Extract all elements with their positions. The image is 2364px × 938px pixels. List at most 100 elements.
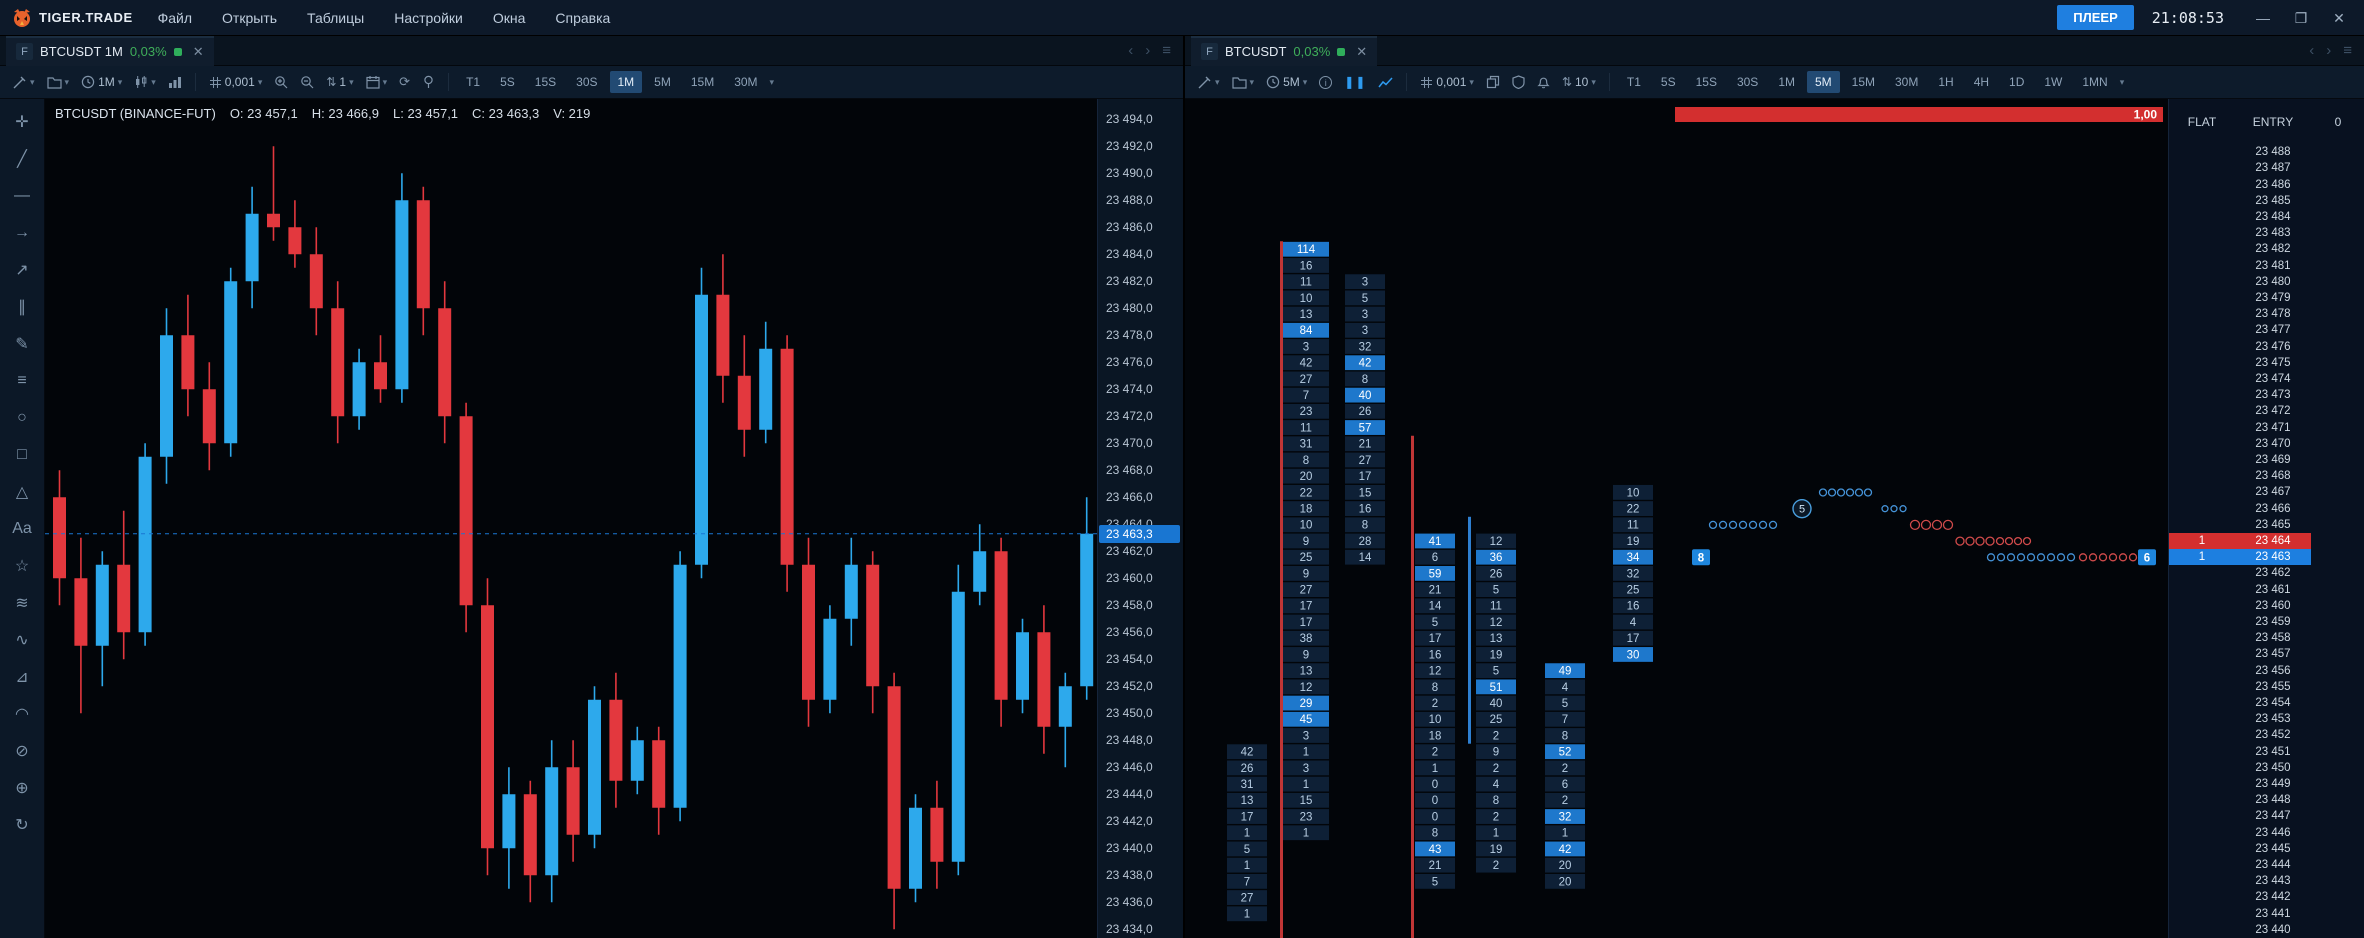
tabs-scroll-left-icon[interactable]: ‹	[1128, 42, 1134, 59]
ladder-row[interactable]: 23 446	[2169, 825, 2364, 841]
left-chart-tab[interactable]: F BTCUSDT 1M 0,03% ✕	[6, 35, 214, 66]
ladder-price-cell[interactable]: 23 475	[2255, 356, 2291, 369]
right-chart-tab[interactable]: F BTCUSDT 0,03% ✕	[1191, 35, 1378, 66]
timeframe-30s[interactable]: 30S	[1736, 75, 1759, 89]
ladder-size-cell[interactable]	[2169, 468, 2235, 484]
ladder-price-cell[interactable]: 23 458	[2255, 632, 2291, 645]
footprint-chart-area[interactable]: 42 26 31 13 17 1 5 1 7 27 1 114 16 11 10 13 84 3 42 27 7 23 11…	[1185, 99, 2168, 938]
ladder-qty-cell[interactable]	[2311, 290, 2364, 306]
ladder-qty-cell[interactable]	[2311, 792, 2364, 808]
ladder-price-cell[interactable]: 23 456	[2255, 664, 2291, 677]
timeframe-15s[interactable]: 15S	[534, 75, 557, 89]
ladder-size-cell[interactable]	[2169, 581, 2235, 597]
chart-settings-icon[interactable]: ▾	[8, 73, 39, 92]
ladder-size-cell[interactable]	[2169, 517, 2235, 533]
ladder-row[interactable]: 23 452	[2169, 727, 2364, 743]
ladder-price-cell[interactable]: 23 477	[2255, 324, 2291, 337]
ladder-price-cell[interactable]: 23 481	[2255, 259, 2291, 272]
menu-item-4[interactable]: Настройки	[394, 9, 463, 26]
timeframe-15m[interactable]: 15M	[1851, 75, 1875, 89]
ladder-size-cell[interactable]	[2169, 452, 2235, 468]
ladder-price-cell[interactable]: 23 461	[2255, 583, 2291, 596]
ladder-row[interactable]: 1 23 463	[2169, 549, 2364, 566]
ellipse-tool-icon[interactable]: ○	[17, 408, 27, 426]
ladder-size-cell[interactable]	[2169, 338, 2235, 354]
ladder-size-cell[interactable]	[2169, 176, 2235, 192]
ladder-size-cell[interactable]	[2169, 906, 2235, 922]
ladder-price-cell[interactable]: 23 483	[2255, 227, 2291, 240]
sort-filter-icon[interactable]: ⇅ 10 ▾	[1561, 75, 1596, 89]
timeframe-30s[interactable]: 30S	[576, 75, 598, 89]
ladder-price-cell[interactable]: 23 440	[2255, 923, 2291, 936]
timeframe-1h[interactable]: 1H	[1938, 75, 1954, 89]
timeframe-1w[interactable]: 1W	[2044, 75, 2063, 89]
ladder-price-cell[interactable]: 23 455	[2255, 680, 2291, 693]
tabs-scroll-right-icon[interactable]: ›	[1145, 42, 1151, 59]
ladder-row[interactable]: 23 471	[2169, 419, 2364, 435]
ladder-price-cell[interactable]: 23 463	[2235, 549, 2311, 566]
ladder-size-cell[interactable]	[2169, 209, 2235, 225]
ladder-qty-cell[interactable]	[2311, 630, 2364, 646]
alerts-bell-icon[interactable]	[1533, 73, 1554, 91]
ladder-row[interactable]: 23 457	[2169, 646, 2364, 662]
ladder-qty-cell[interactable]	[2311, 517, 2364, 533]
menu-item-1[interactable]: Файл	[157, 9, 193, 26]
ladder-qty-cell[interactable]	[2311, 841, 2364, 857]
dom-entry-button[interactable]: ENTRY	[2252, 114, 2294, 129]
ladder-row[interactable]: 23 467	[2169, 484, 2364, 500]
ladder-price-cell[interactable]: 23 488	[2255, 146, 2291, 159]
ladder-row[interactable]: 23 470	[2169, 436, 2364, 452]
timeframe-t1[interactable]: T1	[1626, 75, 1641, 89]
ladder-size-cell[interactable]	[2169, 274, 2235, 290]
star-tool-icon[interactable]: ☆	[14, 557, 30, 575]
ladder-price-cell[interactable]: 23 466	[2255, 502, 2291, 515]
info-icon[interactable]: i	[1315, 74, 1336, 91]
ladder-qty-cell[interactable]	[2311, 760, 2364, 776]
ladder-price-cell[interactable]: 23 443	[2255, 875, 2291, 888]
ladder-price-cell[interactable]: 23 480	[2255, 275, 2291, 288]
chart-settings-icon[interactable]: ▾	[1193, 73, 1224, 92]
timeframe-15s[interactable]: 15S	[1695, 75, 1717, 89]
ladder-size-cell[interactable]	[2169, 355, 2235, 371]
wave-tool-icon[interactable]: ∿	[15, 631, 29, 649]
ladder-price-cell[interactable]: 23 470	[2255, 437, 2291, 450]
ladder-size-cell[interactable]	[2169, 306, 2235, 322]
ladder-row[interactable]: 23 450	[2169, 760, 2364, 776]
ladder-price-cell[interactable]: 23 447	[2255, 810, 2291, 823]
ladder-row[interactable]: 23 443	[2169, 873, 2364, 889]
ladder-size-cell[interactable]	[2169, 922, 2235, 938]
ladder-price-cell[interactable]: 23 450	[2255, 761, 2291, 774]
ladder-price-cell[interactable]: 23 460	[2255, 599, 2291, 612]
ladder-size-cell[interactable]	[2169, 695, 2235, 711]
tabs-list-icon[interactable]: ≡	[1162, 42, 1171, 59]
ladder-size-cell[interactable]	[2169, 225, 2235, 241]
ladder-size-cell[interactable]	[2169, 322, 2235, 338]
ladder-size-cell[interactable]	[2169, 630, 2235, 646]
menu-item-6[interactable]: Справка	[555, 9, 611, 26]
ladder-size-cell[interactable]	[2169, 873, 2235, 889]
ladder-size-cell[interactable]	[2169, 679, 2235, 695]
ladder-qty-cell[interactable]	[2311, 468, 2364, 484]
fib-levels-icon[interactable]: ≡	[17, 371, 27, 389]
ladder-row[interactable]: 23 465	[2169, 517, 2364, 533]
ladder-qty-cell[interactable]	[2311, 598, 2364, 614]
ladder-qty-cell[interactable]	[2311, 322, 2364, 338]
ladder-row[interactable]: 23 448	[2169, 792, 2364, 808]
ladder-row[interactable]: 23 485	[2169, 193, 2364, 209]
ladder-price-cell[interactable]: 23 479	[2255, 291, 2291, 304]
ladder-row[interactable]: 23 451	[2169, 744, 2364, 760]
menu-item-5[interactable]: Окна	[492, 9, 526, 26]
timeframe-15m[interactable]: 15M	[690, 75, 715, 89]
ladder-qty-cell[interactable]	[2311, 744, 2364, 760]
ladder-row[interactable]: 23 479	[2169, 290, 2364, 306]
clusters-copy-icon[interactable]	[1482, 73, 1504, 91]
ladder-size-cell[interactable]	[2169, 614, 2235, 630]
rectangle-tool-icon[interactable]: □	[17, 445, 27, 463]
ladder-qty-cell[interactable]	[2311, 565, 2364, 581]
ladder-price-cell[interactable]: 23 452	[2255, 729, 2291, 742]
arc-tool-icon[interactable]: ◠	[15, 705, 29, 723]
ladder-qty-cell[interactable]	[2311, 160, 2364, 176]
ladder-size-cell[interactable]	[2169, 500, 2235, 516]
timeframe-1mn[interactable]: 1MN	[2082, 75, 2108, 89]
horizontal-line-icon[interactable]: ―	[14, 186, 30, 204]
